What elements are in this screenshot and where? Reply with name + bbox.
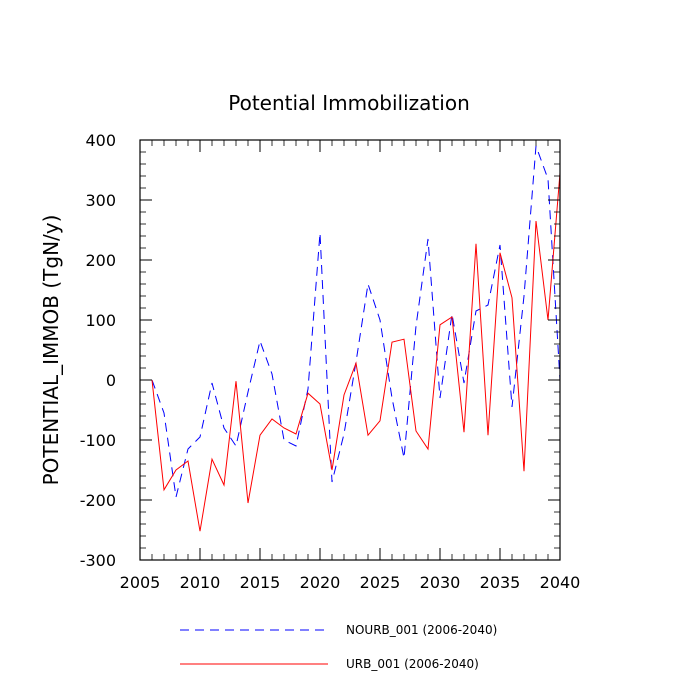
y-tick-label: -300 xyxy=(80,551,116,570)
legend-label-nourb: NOURB_001 (2006-2040) xyxy=(346,623,497,637)
y-tick-label: 400 xyxy=(85,131,116,150)
axis-ticks-layer: 2005 2010 2015 2020 2025 2030 2035 2040 -300 -200… xyxy=(80,131,581,592)
legend-label-urb: URB_001 (2006-2040) xyxy=(346,657,479,671)
y-axis-label: POTENTIAL_IMMOB (TgN/y) xyxy=(39,215,63,486)
series-line-nourb xyxy=(151,145,560,498)
legend: NOURB_001 (2006-2040) URB_001 (2006-2040) xyxy=(180,623,497,671)
y-tick-label: 100 xyxy=(85,311,116,330)
x-tick-label: 2030 xyxy=(420,573,461,592)
y-tick-label: 300 xyxy=(85,191,116,210)
x-tick-label: 2020 xyxy=(300,573,341,592)
x-tick-label: 2015 xyxy=(240,573,281,592)
y-tick-label: 0 xyxy=(106,371,116,390)
y-tick-label: -100 xyxy=(80,431,116,450)
x-tick-label: 2025 xyxy=(360,573,401,592)
y-tick-label: -200 xyxy=(80,491,116,510)
x-tick-label: 2005 xyxy=(120,573,161,592)
plot-frame xyxy=(139,139,561,561)
y-tick-label: 200 xyxy=(85,251,116,270)
x-tick-label: 2010 xyxy=(180,573,221,592)
chart-title: Potential Immobilization xyxy=(228,91,470,115)
x-tick-label: 2040 xyxy=(540,573,581,592)
series-line-urb xyxy=(151,172,560,532)
x-tick-label: 2035 xyxy=(480,573,521,592)
plot-lines-layer xyxy=(151,145,560,532)
